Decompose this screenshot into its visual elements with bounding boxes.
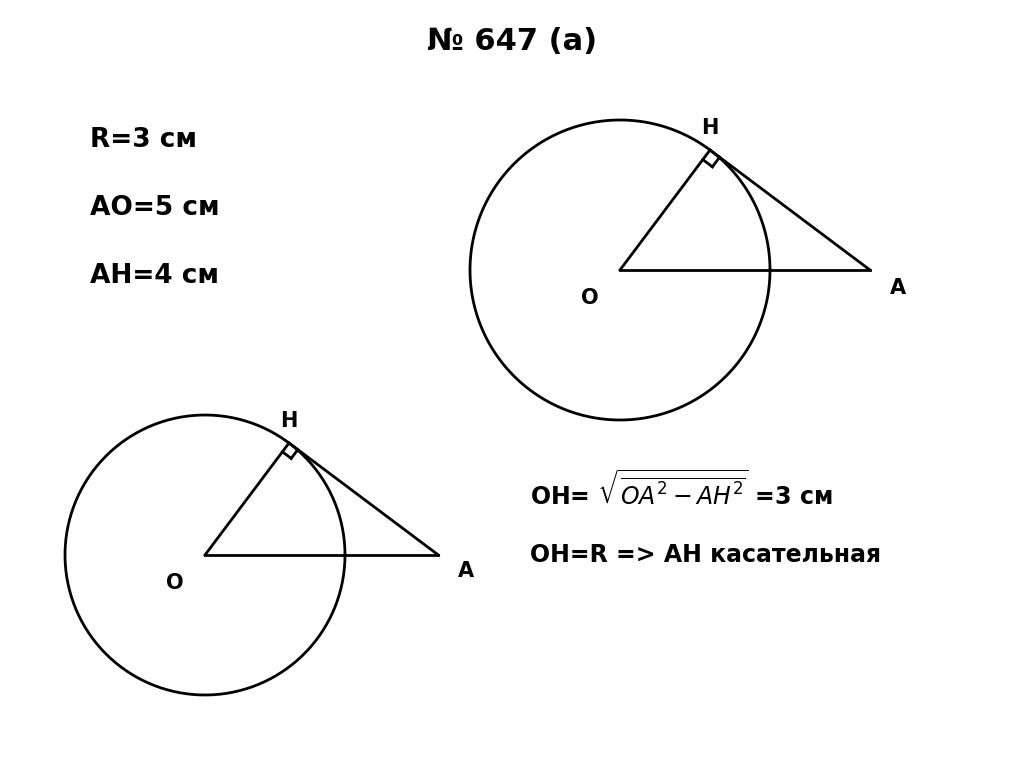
Text: O: O — [582, 288, 599, 308]
Text: A: A — [890, 278, 906, 298]
Text: ОН=R => АН касательная: ОН=R => АН касательная — [530, 543, 881, 567]
Text: AO=5 см: AO=5 см — [90, 195, 219, 221]
Text: O: O — [166, 573, 184, 593]
Text: A: A — [459, 561, 474, 581]
Text: R=3 см: R=3 см — [90, 127, 197, 153]
Text: AH=4 см: AH=4 см — [90, 263, 219, 289]
Text: ОН= $\sqrt{\overline{OA^2 - AH^2}}$ =3 см: ОН= $\sqrt{\overline{OA^2 - AH^2}}$ =3 с… — [530, 470, 833, 510]
Text: H: H — [281, 411, 298, 431]
Text: H: H — [701, 118, 719, 138]
Text: № 647 (a): № 647 (a) — [427, 28, 597, 57]
